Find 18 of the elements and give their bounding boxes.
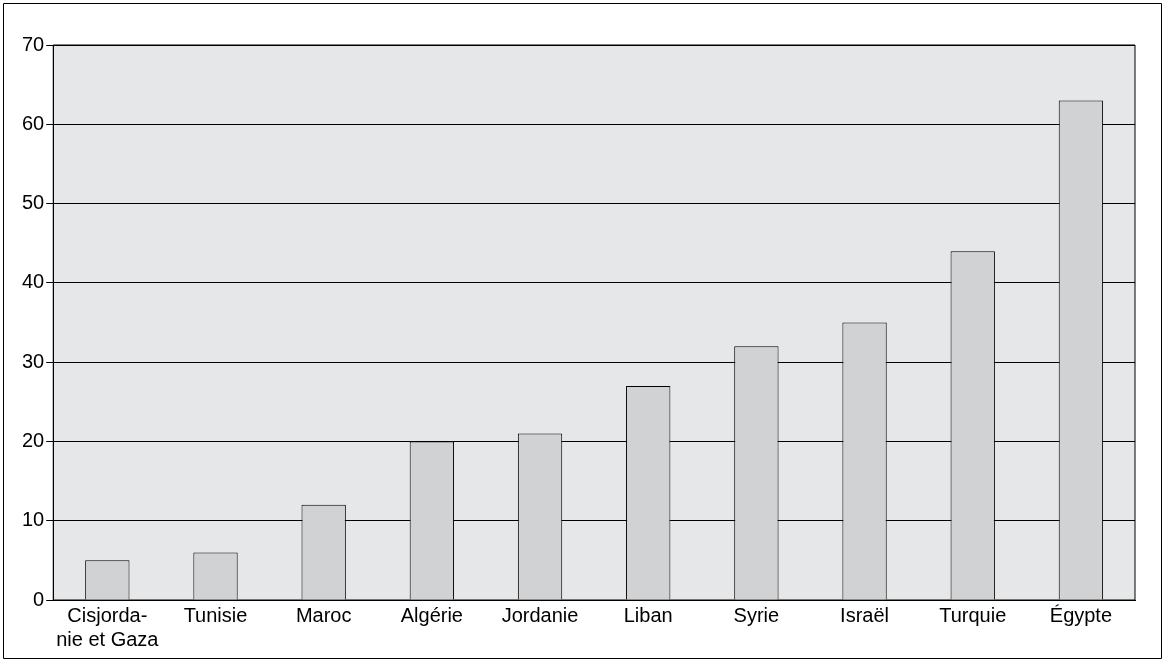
y-tick-label: 60 [22,111,45,134]
y-tick-label: 40 [22,270,45,293]
x-tick-label: Égypte [1049,603,1113,626]
x-tick-label: Israël [840,603,890,626]
x-tick-label: Syrie [733,603,780,626]
x-tick-label: Turquie [939,603,1007,626]
y-tick-label: 30 [22,349,45,372]
x-tick-label: Algérie [400,603,463,626]
x-tick-label: Maroc [295,603,352,626]
y-tick-label: 50 [22,191,45,214]
y-tick-label: 0 [33,587,45,610]
y-tick-label: 20 [22,428,45,451]
x-tick-label: Liban [623,603,673,626]
y-tick-label: 70 [22,32,45,55]
x-tick-label: Cisjorda- nie et Gaza [56,603,160,650]
x-tick-label: Jordanie [501,603,579,626]
x-tick-label: Tunisie [183,603,248,626]
y-tick-label: 10 [22,508,45,531]
